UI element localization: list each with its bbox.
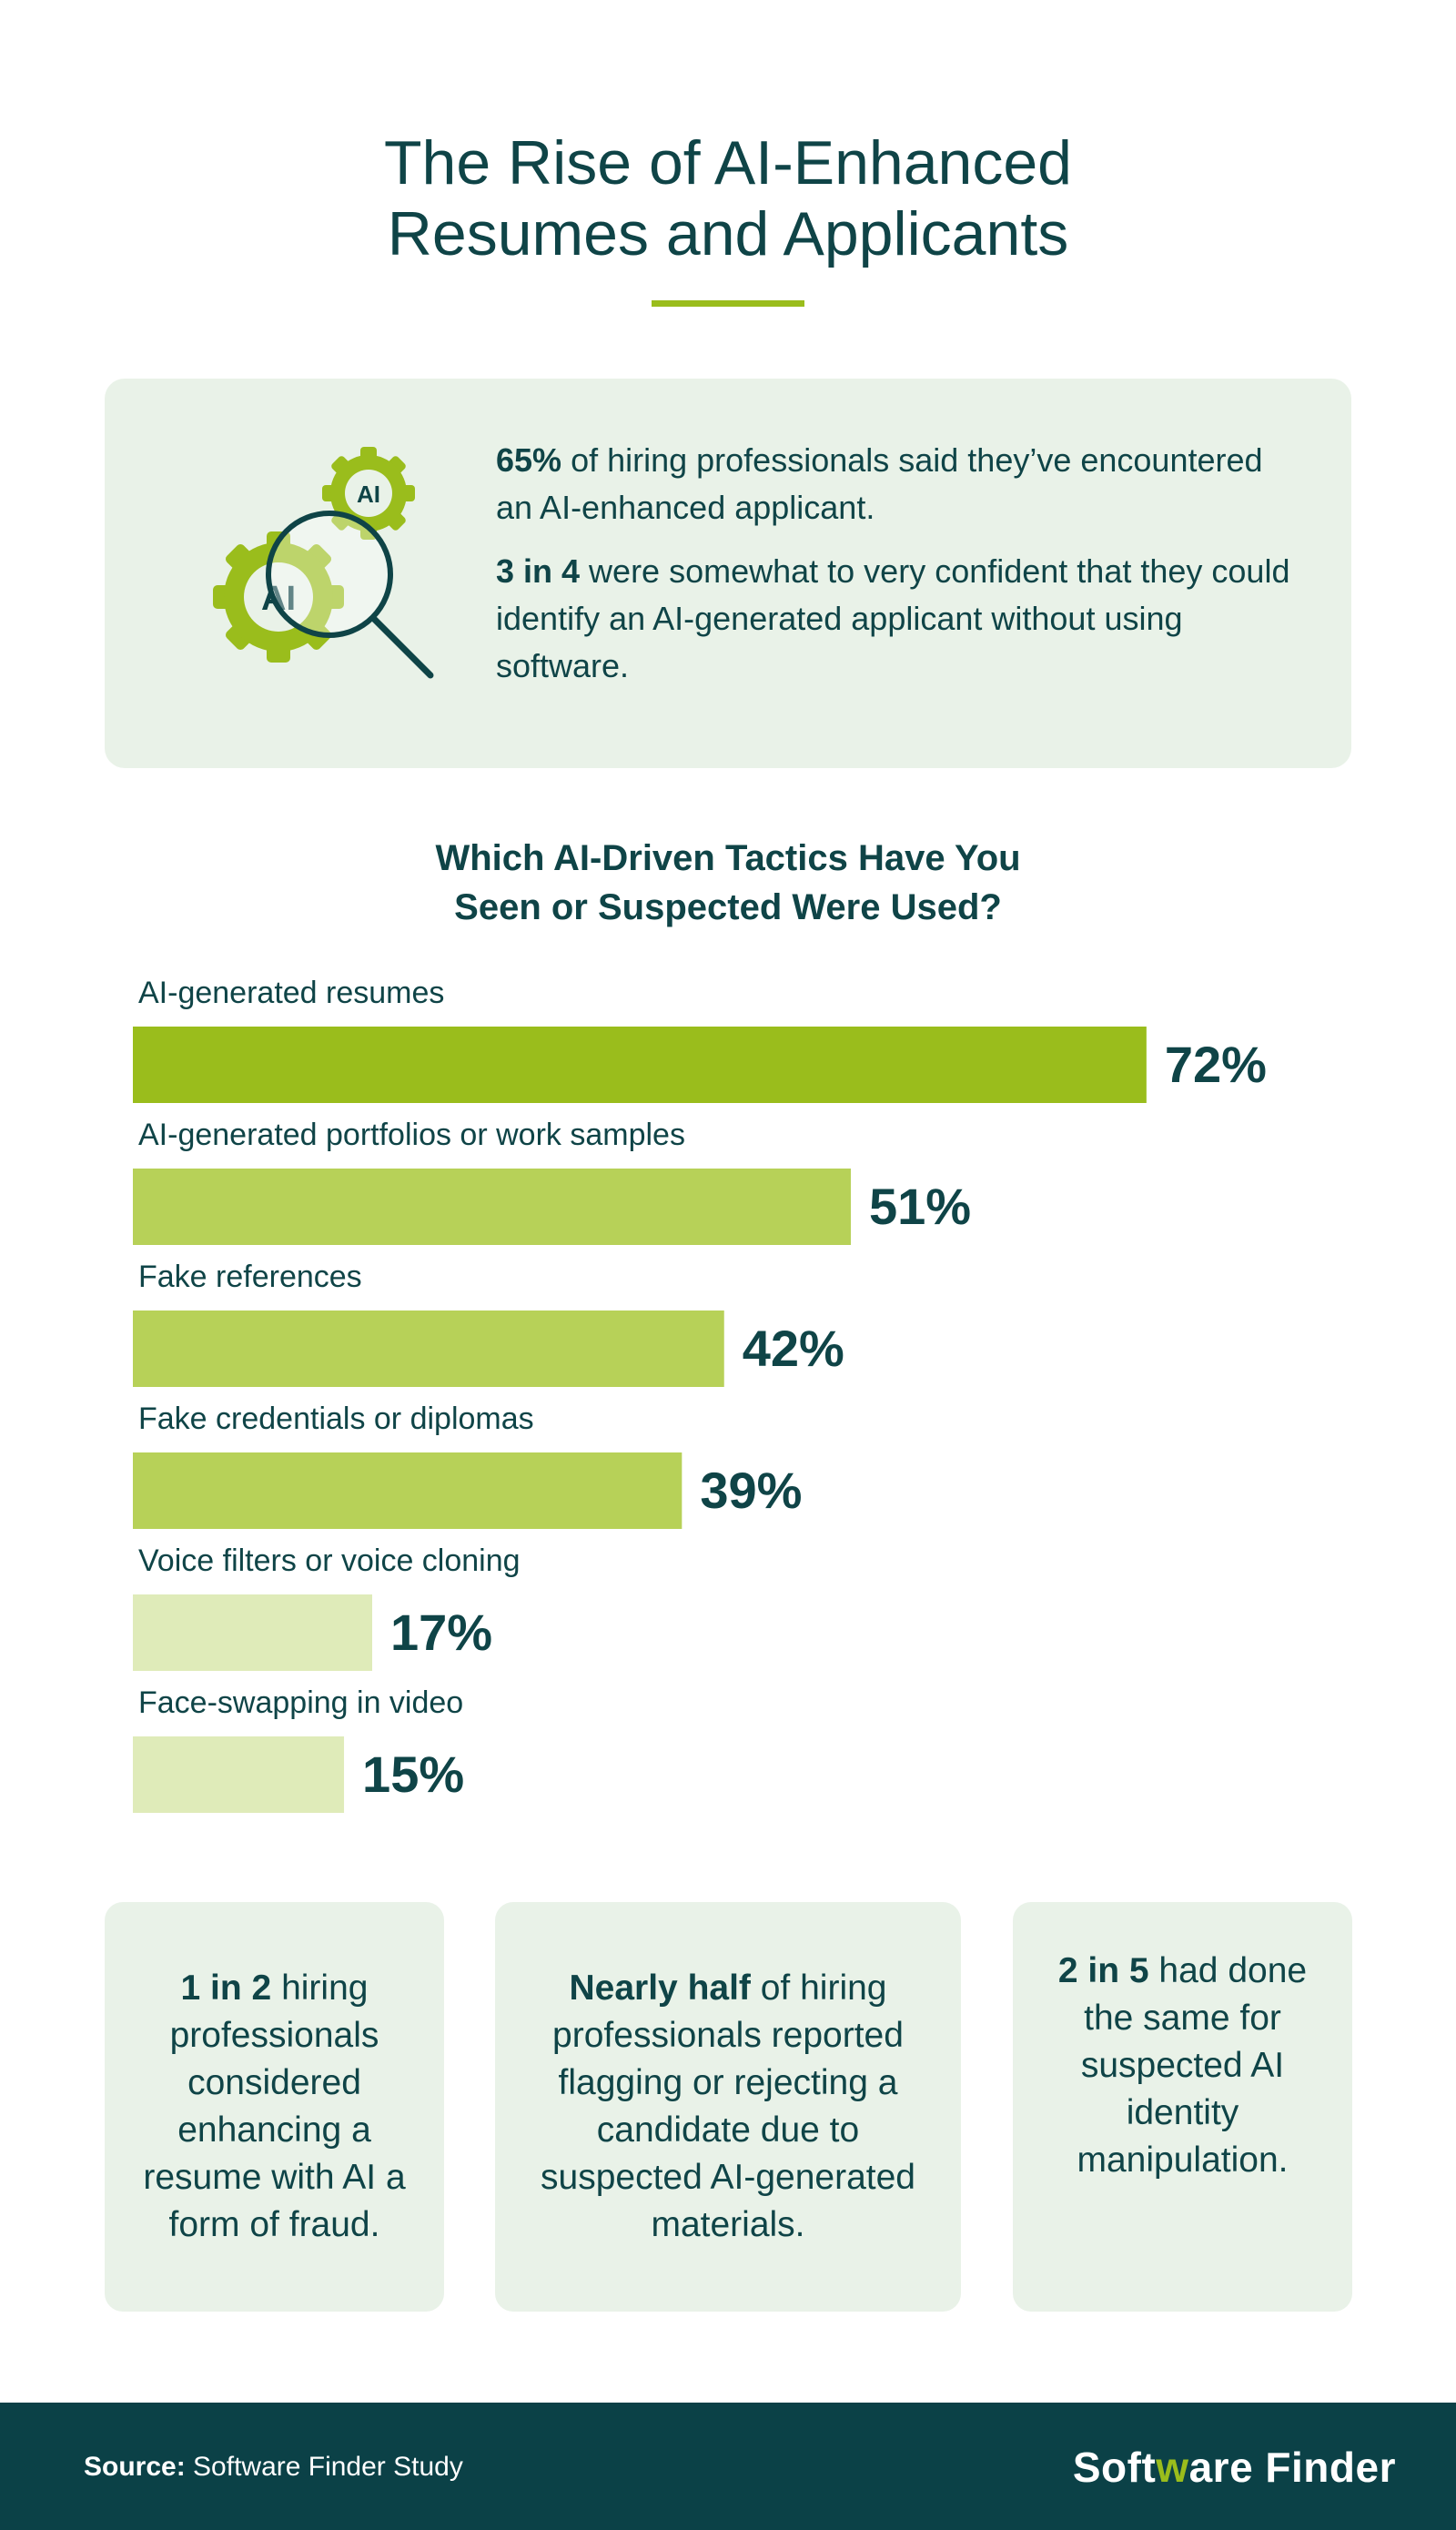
- stat-card-fraud-text: 1 in 2 hiring professionals considered e…: [123, 1965, 426, 2249]
- bar-value-label: 17%: [390, 1604, 492, 1661]
- bar-category-label: Fake credentials or diplomas: [138, 1402, 534, 1436]
- small-gear-icon: AI: [322, 447, 415, 540]
- page-title: The Rise of AI-Enhanced Resumes and Appl…: [0, 127, 1456, 269]
- chart-title-line-2: Seen or Suspected Were Used?: [454, 887, 1002, 927]
- intro-text: 65% of hiring professionals said they’ve…: [496, 437, 1297, 706]
- bar: [133, 1452, 682, 1529]
- source-citation: Source: Software Finder Study: [84, 2452, 463, 2483]
- intro-stat-1-highlight: 65%: [496, 441, 562, 479]
- bar: [133, 1736, 345, 1813]
- bar-value-label: 42%: [743, 1320, 844, 1377]
- title-underline: [652, 300, 804, 307]
- stat-card-flagging-highlight: Nearly half: [569, 1968, 751, 2008]
- stat-card-fraud-body: hiring professionals considered enhancin…: [143, 1968, 406, 2244]
- ai-gears-magnifier-icon: AI AI: [213, 447, 434, 679]
- brand-logo[interactable]: Software Finder: [1073, 2443, 1396, 2492]
- bar-category-label: AI-generated portfolios or work samples: [138, 1118, 685, 1152]
- gear-small-label: AI: [357, 481, 380, 508]
- chart-title-line-1: Which AI-Driven Tactics Have You: [435, 838, 1021, 878]
- stat-card-identity: 2 in 5 had done the same for suspected A…: [1013, 1902, 1352, 2312]
- magnifier-icon: [266, 511, 434, 679]
- stat-card-identity-text: 2 in 5 had done the same for suspected A…: [1031, 1948, 1334, 2184]
- stat-card-flagging-body: of hiring professionals reported flaggin…: [541, 1968, 915, 2244]
- intro-stat-2-text: were somewhat to very confident that the…: [496, 552, 1290, 684]
- bar: [133, 1594, 372, 1671]
- bar: [133, 1311, 724, 1387]
- tactics-bar-chart: AI-generated resumes 72% AI-generated port…: [133, 976, 1267, 1813]
- bar-category-label: Voice filters or voice cloning: [138, 1543, 521, 1578]
- brand-text-part1: Soft: [1072, 2444, 1157, 2491]
- intro-stat-1-text: of hiring professionals said they’ve enc…: [496, 441, 1263, 526]
- title-line-2: Resumes and Applicants: [387, 199, 1069, 268]
- bar: [133, 1169, 851, 1245]
- stat-card-identity-highlight: 2 in 5: [1057, 1951, 1149, 1990]
- bar-value-label: 39%: [700, 1462, 802, 1519]
- stat-card-flagging: Nearly half of hiring professionals repo…: [495, 1902, 961, 2312]
- intro-stat-2: 3 in 4 were somewhat to very confident t…: [496, 548, 1297, 690]
- bar: [133, 1027, 1147, 1103]
- bar-value-label: 72%: [1165, 1036, 1267, 1093]
- brand-text-accent: w: [1156, 2444, 1189, 2491]
- footer: Source: Software Finder Study Software F…: [0, 2403, 1456, 2530]
- brand-text-part2: are Finder: [1188, 2444, 1396, 2491]
- bar-category-label: Fake references: [138, 1260, 362, 1294]
- stat-card-flagging-text: Nearly half of hiring professionals repo…: [513, 1965, 943, 2249]
- bar-value-label: 51%: [869, 1178, 971, 1235]
- intro-panel: AI AI 65% of hiring professionals said t…: [105, 379, 1351, 768]
- bar-category-label: AI-generated resumes: [138, 976, 444, 1010]
- bar-value-label: 15%: [362, 1746, 464, 1803]
- intro-stat-2-highlight: 3 in 4: [496, 552, 581, 590]
- title-line-1: The Rise of AI-Enhanced: [383, 128, 1072, 197]
- source-label: Source:: [84, 2452, 186, 2482]
- intro-stat-1: 65% of hiring professionals said they’ve…: [496, 437, 1297, 531]
- chart-title: Which AI-Driven Tactics Have You Seen or…: [0, 834, 1456, 932]
- stat-card-identity-body: had done the same for suspected AI ident…: [1077, 1951, 1308, 2180]
- stat-card-fraud: 1 in 2 hiring professionals considered e…: [105, 1902, 444, 2312]
- stat-card-fraud-highlight: 1 in 2: [180, 1968, 272, 2008]
- bar-category-label: Face-swapping in video: [138, 1685, 463, 1720]
- source-text: Software Finder Study: [185, 2452, 463, 2482]
